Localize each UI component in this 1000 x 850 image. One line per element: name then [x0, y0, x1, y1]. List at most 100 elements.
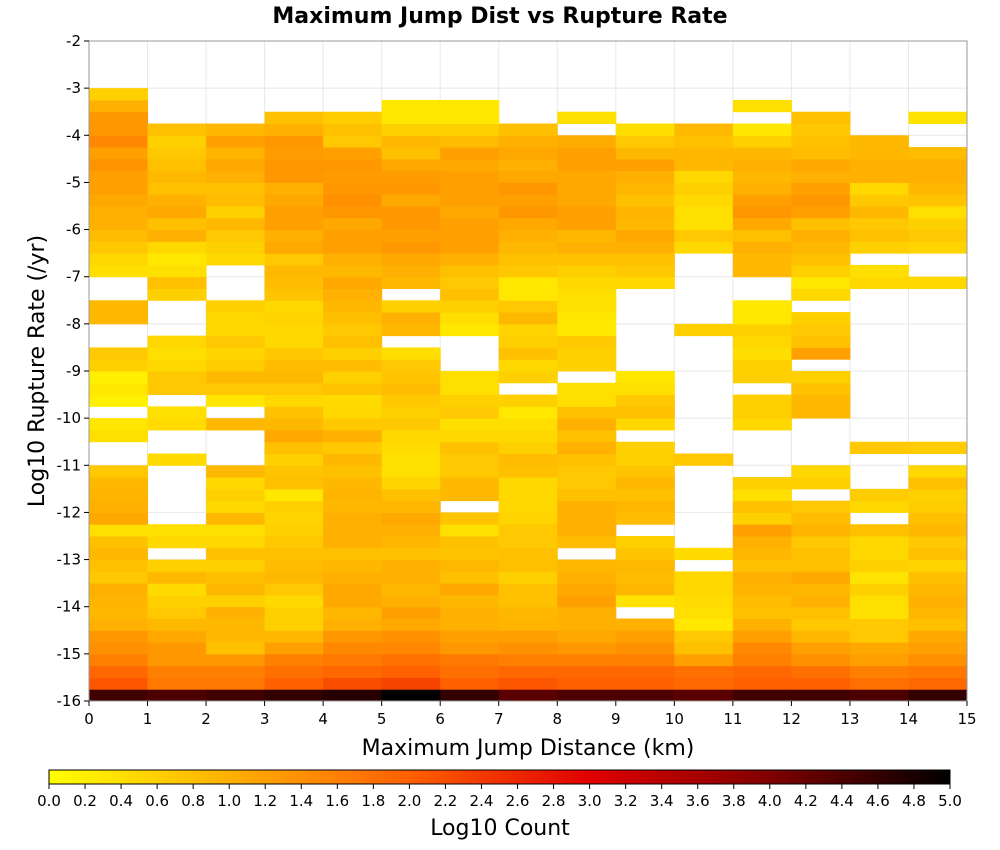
heatmap-cell — [323, 206, 383, 219]
heatmap-cell — [674, 618, 734, 631]
heatmap-cell — [381, 689, 441, 702]
heatmap-cell — [615, 547, 675, 561]
heatmap-cell — [89, 689, 149, 702]
heatmap-cell — [674, 135, 734, 148]
heatmap-cell — [323, 488, 383, 502]
heatmap-cell — [440, 371, 500, 384]
heatmap-cell — [323, 371, 383, 384]
heatmap-cell — [381, 488, 441, 502]
heatmap-cell — [908, 217, 968, 231]
heatmap-cell — [557, 264, 617, 278]
heatmap-cell — [440, 571, 500, 584]
heatmap-cell — [89, 477, 149, 490]
heatmap-cell — [147, 241, 207, 254]
heatmap-cell — [89, 217, 149, 231]
heatmap-cell — [732, 371, 792, 384]
heatmap-cell — [440, 194, 500, 207]
heatmap-cell — [89, 147, 149, 160]
heatmap-cell — [908, 229, 968, 242]
heatmap-cell — [732, 406, 792, 419]
heatmap-cell — [147, 606, 207, 619]
heatmap-cell — [206, 312, 266, 325]
heatmap-cell — [557, 618, 617, 631]
heatmap-cell — [791, 559, 851, 572]
heatmap-cell — [732, 335, 792, 348]
colorbar-tick-label: 1.4 — [289, 792, 313, 810]
heatmap-cell — [557, 571, 617, 584]
heatmap-cell — [849, 571, 909, 584]
heatmap-cell — [498, 488, 558, 502]
heatmap-cell — [381, 477, 441, 490]
heatmap-cell — [264, 571, 324, 584]
heatmap-cell — [381, 323, 441, 337]
heatmap-cell — [732, 135, 792, 148]
heatmap-cell — [323, 300, 383, 313]
heatmap-cell — [264, 583, 324, 596]
heatmap-cell — [557, 418, 617, 431]
heatmap-cell — [89, 88, 149, 101]
heatmap-cell — [440, 264, 500, 278]
heatmap-cell — [557, 429, 617, 443]
heatmap-cell — [791, 677, 851, 690]
heatmap-cell — [147, 123, 207, 136]
heatmap-cell — [791, 276, 851, 289]
heatmap-cell — [323, 382, 383, 396]
heatmap-cell — [908, 630, 968, 643]
y-tick-label: -12 — [57, 503, 82, 521]
heatmap-cell — [557, 500, 617, 513]
heatmap-cell — [498, 500, 558, 513]
heatmap-cell — [440, 382, 500, 396]
heatmap-cell — [849, 264, 909, 278]
heatmap-cell — [206, 194, 266, 207]
heatmap-cell — [615, 630, 675, 643]
heatmap-cell — [264, 559, 324, 572]
heatmap-cell — [498, 241, 558, 254]
heatmap-cell — [791, 335, 851, 348]
colorbar-ticks: 0.0 0.2 0.4 0.6 0.8 1.0 1.2 1.4 1.6 1.8 2.0 2.2 2.4 2… — [37, 784, 962, 810]
heatmap-cell — [791, 158, 851, 172]
heatmap-cell — [615, 512, 675, 525]
heatmap-cell — [732, 500, 792, 513]
heatmap-cell — [849, 583, 909, 596]
heatmap-cell — [89, 359, 149, 372]
heatmap-cell — [440, 394, 500, 407]
x-tick-label: 14 — [899, 710, 918, 728]
heatmap-cell — [381, 123, 441, 136]
heatmap-cell — [264, 347, 324, 360]
heatmap-cell — [264, 253, 324, 266]
heatmap-cell — [498, 229, 558, 242]
heatmap-cell — [89, 253, 149, 266]
heatmap-cells — [89, 88, 968, 702]
heatmap-cell — [908, 642, 968, 655]
heatmap-cell — [908, 111, 968, 124]
x-tick-label: 0 — [84, 710, 94, 728]
colorbar-tick-label: 0.2 — [73, 792, 97, 810]
heatmap-cell — [147, 147, 207, 160]
heatmap-cell — [615, 642, 675, 655]
heatmap-cell — [615, 147, 675, 160]
heatmap-cell — [89, 559, 149, 572]
heatmap-cell — [89, 382, 149, 396]
heatmap-cell — [557, 382, 617, 396]
heatmap-cell — [206, 606, 266, 619]
colorbar-tick-label: 1.6 — [325, 792, 349, 810]
heatmap-cell — [381, 276, 441, 289]
heatmap-cell — [323, 170, 383, 183]
heatmap-cell — [674, 653, 734, 667]
heatmap-cell — [557, 441, 617, 454]
heatmap-cell — [206, 217, 266, 231]
heatmap-cell — [557, 182, 617, 195]
heatmap-cell — [440, 536, 500, 549]
heatmap-cell — [791, 500, 851, 513]
heatmap-cell — [674, 147, 734, 160]
heatmap-cell — [440, 618, 500, 631]
heatmap-cell — [264, 170, 324, 183]
heatmap-cell — [381, 264, 441, 278]
heatmap-cell — [89, 300, 149, 313]
heatmap-cell — [381, 253, 441, 266]
heatmap-cell — [264, 147, 324, 160]
heatmap-cell — [323, 512, 383, 525]
y-tick-label: -8 — [66, 315, 81, 333]
heatmap-cell — [264, 418, 324, 431]
heatmap-cell — [849, 606, 909, 619]
